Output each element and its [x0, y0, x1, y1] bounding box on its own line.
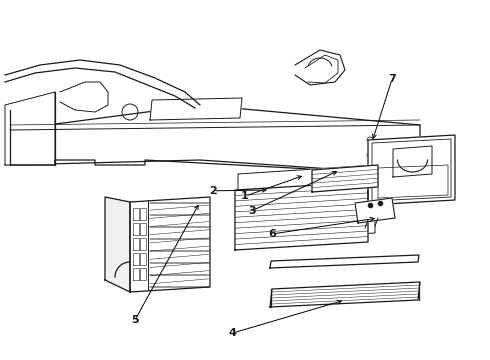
Polygon shape	[5, 92, 55, 165]
Text: 2: 2	[209, 186, 217, 196]
Polygon shape	[10, 105, 420, 175]
Polygon shape	[312, 165, 378, 192]
Text: 6: 6	[268, 229, 276, 239]
Polygon shape	[238, 165, 375, 242]
Text: 4: 4	[229, 328, 237, 338]
Polygon shape	[270, 282, 420, 307]
Polygon shape	[368, 135, 455, 205]
Text: 7: 7	[388, 74, 396, 84]
Text: 3: 3	[248, 206, 256, 216]
Polygon shape	[130, 197, 210, 292]
Polygon shape	[270, 255, 419, 268]
Polygon shape	[355, 198, 395, 223]
Polygon shape	[105, 197, 130, 292]
Polygon shape	[150, 98, 242, 120]
Text: 1: 1	[241, 191, 249, 201]
Text: 5: 5	[131, 315, 139, 325]
Polygon shape	[235, 182, 368, 250]
